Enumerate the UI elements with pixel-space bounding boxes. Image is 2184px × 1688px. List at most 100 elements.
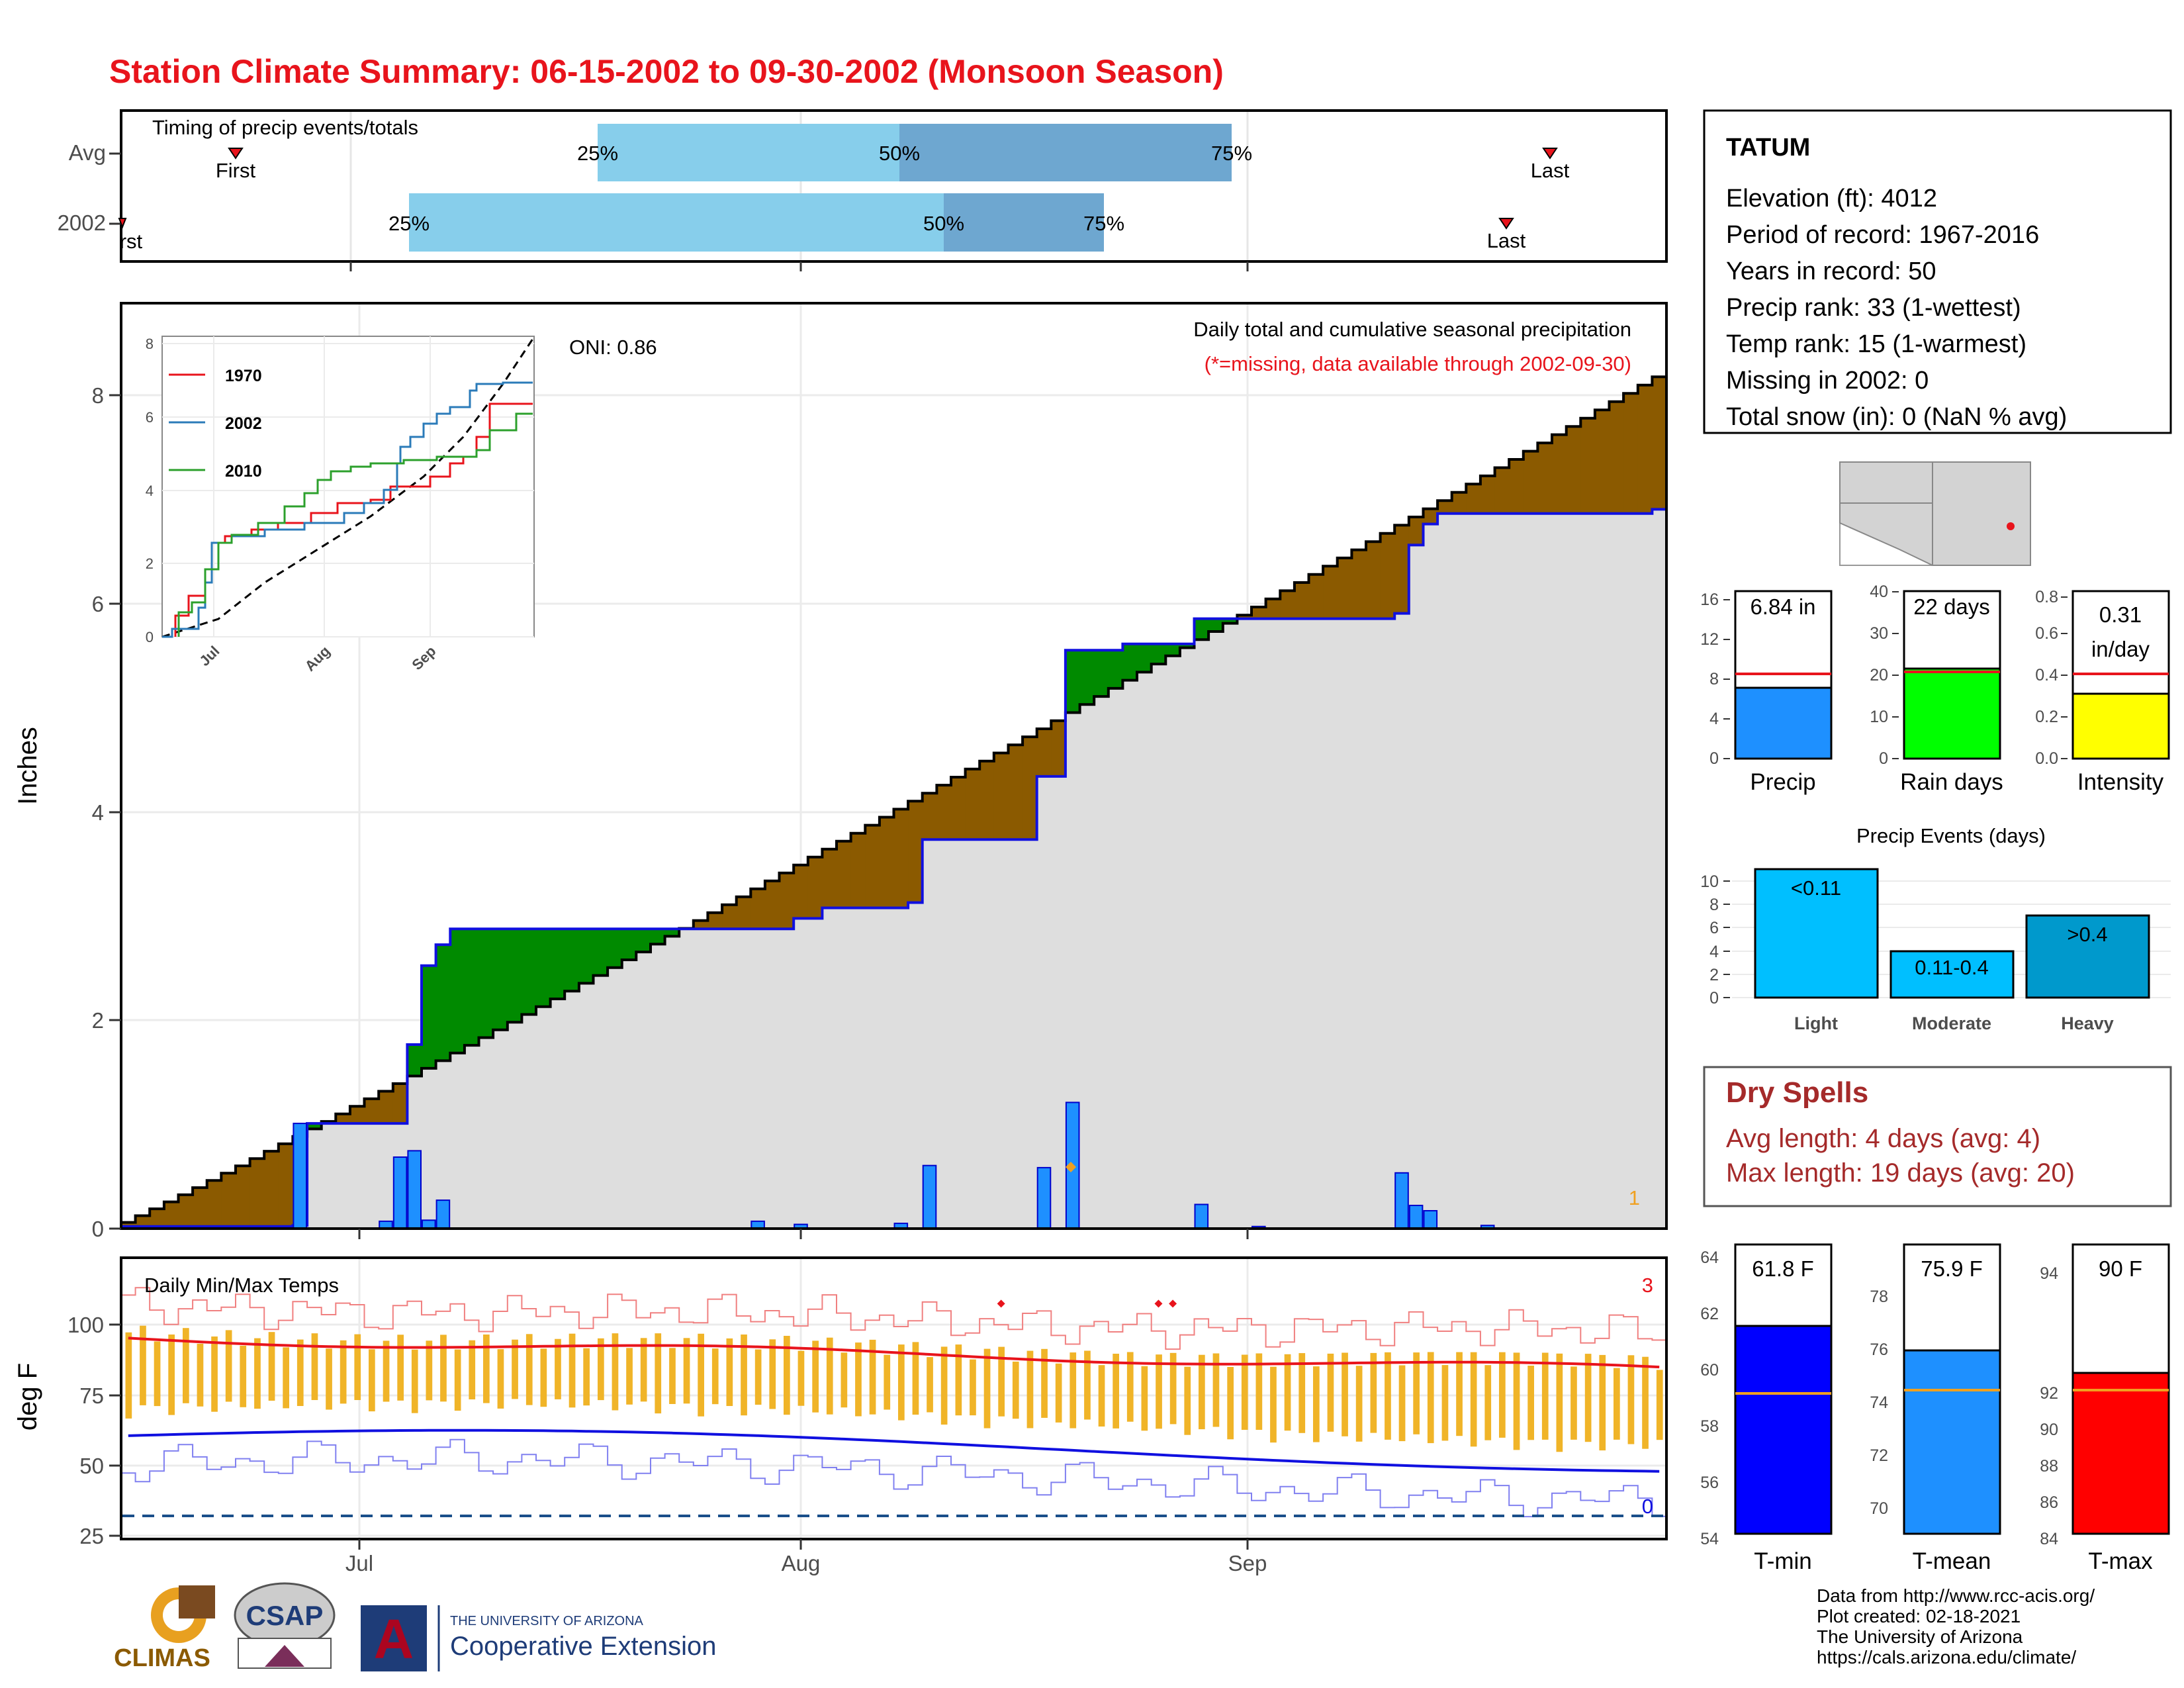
daily-temp-range-bar [726, 1338, 733, 1406]
svg-text:0: 0 [1709, 749, 1719, 768]
deficit-segment [850, 833, 866, 908]
daily-temp-range-bar [1255, 1353, 1263, 1430]
daily-temp-range-bar [1627, 1355, 1635, 1444]
surplus-segment [1065, 650, 1081, 713]
deficit-segment [979, 761, 995, 840]
daily-temp-range-bar [884, 1354, 891, 1410]
daily-temp-range-bar [1041, 1348, 1048, 1418]
avg-cumulative-area [121, 377, 1666, 1229]
surplus-segment [593, 929, 608, 976]
daily-temp-range-bar [869, 1339, 876, 1415]
deficit-segment [922, 793, 937, 840]
daily-temp-range-bar [940, 1346, 948, 1425]
surplus-segment [1151, 643, 1166, 665]
daily-precip-bar [922, 1164, 937, 1229]
summary-bar-rain-days: 22 days Rain days 0 10 20 30 40 [1870, 583, 2003, 795]
deficit-segment [1408, 517, 1424, 545]
surplus-segment [536, 929, 551, 1007]
page-title: Station Climate Summary: 06-15-2002 to 0… [109, 53, 1224, 90]
daily-temp-range-bar [240, 1345, 247, 1407]
svg-text:12: 12 [1700, 630, 1719, 649]
temp-bottom-count: 0 [1642, 1495, 1653, 1518]
avg-last-label: Last [1531, 159, 1570, 182]
svg-text:88: 88 [2040, 1457, 2058, 1476]
surplus-segment [1122, 643, 1138, 680]
dry-spells-box: Dry Spells Avg length: 4 days (avg: 4) M… [1703, 1066, 2172, 1207]
deficit-segment [1652, 377, 1667, 510]
station-line-5: Temp rank: 15 (1-warmest) [1726, 330, 2026, 358]
daily-temp-range-bar [197, 1343, 204, 1407]
daily-temp-range-bar [369, 1349, 375, 1412]
temp-chart: Daily Min/Max Temps 3 0 25 50 75 100 Jul… [13, 1256, 1668, 1575]
daily-temp-range-bar [769, 1339, 776, 1409]
station-info-box: TATUM Elevation (ft): 4012 Period of rec… [1703, 109, 2172, 434]
daily-temp-range-bar [469, 1340, 476, 1399]
daily-temp-range-bar [1599, 1354, 1606, 1451]
daily-temp-range-bar [1556, 1353, 1563, 1452]
record-high-marker [1169, 1299, 1177, 1308]
deficit-segment [1351, 549, 1367, 619]
rain-days-label: Rain days [1900, 769, 2003, 795]
temp-bar-tmean: 75.9 F T-mean 70 72 74 76 78 [1870, 1243, 2001, 1574]
daily-temp-range-bar [1470, 1352, 1477, 1447]
avg-first-label: First [216, 159, 256, 182]
deficit-segment [993, 753, 1009, 840]
daily-temp-range-bar [1355, 1366, 1363, 1442]
events-cat-light: Light [1794, 1013, 1838, 1033]
daily-temp-range-bar [440, 1335, 447, 1402]
deficit-segment [1366, 541, 1381, 619]
daily-precip-bar [407, 1150, 422, 1230]
daily-temp-range-bar [340, 1340, 347, 1404]
temp-x-jul: Jul [345, 1551, 373, 1575]
surplus-segment [608, 929, 623, 968]
y2002-50-label: 50% [923, 212, 964, 235]
daily-temp-range-bar [1184, 1366, 1191, 1435]
locator-map [1839, 461, 2031, 566]
daily-temp-range-bar [140, 1325, 146, 1405]
footer-line-1: Data from http://www.rcc-acis.org/ [1817, 1585, 2095, 1606]
deficit-segment [1537, 443, 1553, 514]
daily-temp-range-bar [211, 1336, 218, 1412]
svg-text:58: 58 [1700, 1417, 1719, 1436]
daily-temp-range-bar [1012, 1361, 1019, 1419]
deficit-segment [807, 857, 823, 919]
temp-y-100: 100 [68, 1313, 104, 1337]
deficit-segment [121, 1222, 136, 1227]
svg-text:0.4: 0.4 [2035, 666, 2058, 684]
daily-temp-range-bar [1169, 1352, 1177, 1425]
daily-temp-range-bar [225, 1330, 232, 1402]
svg-text:90: 90 [2040, 1421, 2058, 1439]
svg-text:0.2: 0.2 [2035, 708, 2058, 726]
events-label-moderate: 0.11-0.4 [1915, 956, 1988, 979]
daily-temp-range-bar [1113, 1354, 1119, 1429]
temp-y-50: 50 [79, 1454, 104, 1478]
svg-text:92: 92 [2040, 1384, 2058, 1403]
surplus-segment [1137, 643, 1152, 673]
main-y-label: Inches [13, 727, 42, 805]
daily-temp-range-bar [168, 1335, 175, 1415]
daily-temp-range-bar [784, 1336, 790, 1415]
daily-temp-range-bar [154, 1341, 161, 1407]
deficit-segment [1294, 583, 1310, 619]
svg-text:76: 76 [1870, 1340, 1888, 1359]
deficit-segment [794, 865, 809, 919]
deficit-segment [1323, 566, 1338, 619]
surplus-segment [522, 929, 537, 1015]
daily-temp-range-bar [826, 1337, 833, 1415]
cumulative-2002-line [121, 508, 1666, 1228]
deficit-segment [879, 817, 895, 908]
daily-temp-range-bar [598, 1338, 604, 1401]
ua-line-2: Cooperative Extension [450, 1632, 716, 1661]
svg-text:74: 74 [1870, 1393, 1888, 1412]
dry-spells-avg: Avg length: 4 days (avg: 4) [1726, 1124, 2040, 1153]
temp-series [121, 1287, 1666, 1518]
daily-temp-range-bar [955, 1344, 962, 1416]
dry-spells-max: Max length: 19 days (avg: 20) [1726, 1158, 2075, 1188]
deficit-segment [193, 1188, 208, 1227]
tmax-bar [2071, 1372, 2170, 1535]
deficit-segment [250, 1158, 265, 1227]
rain-days-value: 22 days [1913, 594, 1990, 619]
timing-2002-25-50 [409, 193, 944, 252]
deficit-segment [1280, 590, 1295, 619]
daily-temp-range-bar [1284, 1354, 1291, 1431]
